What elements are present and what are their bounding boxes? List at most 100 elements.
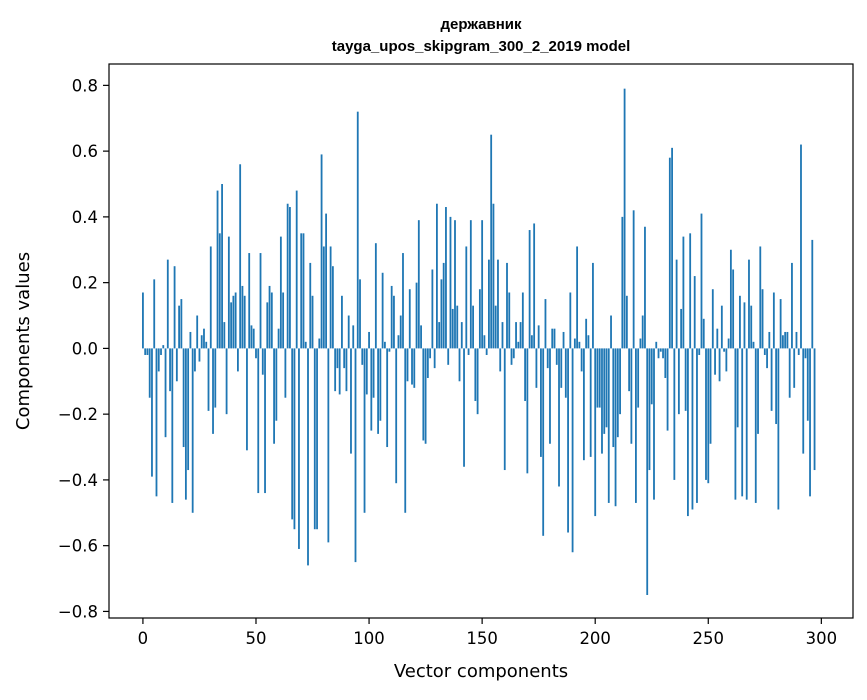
bar <box>729 249 732 349</box>
bar <box>187 348 190 471</box>
bar <box>616 348 619 438</box>
bar <box>449 216 452 349</box>
bar <box>243 295 246 349</box>
bar <box>291 348 294 520</box>
bar <box>173 266 176 349</box>
bar <box>273 348 275 444</box>
bar <box>711 289 714 349</box>
bar <box>352 325 355 349</box>
bar <box>720 305 723 349</box>
bar <box>381 272 384 349</box>
x-tick-label: 50 <box>245 629 266 648</box>
bar <box>252 328 255 349</box>
bar <box>189 331 192 349</box>
bar <box>395 348 398 484</box>
bar <box>270 292 273 349</box>
bar <box>350 348 352 454</box>
bar <box>551 328 554 349</box>
bar <box>377 348 380 434</box>
bar <box>404 348 407 513</box>
bar <box>175 348 178 382</box>
bar <box>680 308 683 349</box>
bar <box>257 348 260 494</box>
bar <box>533 223 536 349</box>
bar <box>142 292 144 349</box>
x-tick-label: 300 <box>806 629 838 648</box>
bar <box>791 262 793 349</box>
y-tick-label: −0.2 <box>58 405 98 424</box>
bar <box>650 348 653 405</box>
bar <box>707 348 710 484</box>
bar <box>766 348 768 369</box>
bar <box>788 348 791 398</box>
bar <box>237 348 239 372</box>
y-tick-label: 0.2 <box>72 274 98 293</box>
bar <box>383 341 386 349</box>
bar <box>754 348 757 503</box>
bar <box>232 295 235 349</box>
bar <box>248 253 251 349</box>
bar <box>653 348 655 500</box>
bar <box>553 328 556 349</box>
bar <box>472 305 474 349</box>
bar <box>632 210 635 349</box>
bar <box>345 348 348 392</box>
bar <box>275 348 278 421</box>
bar <box>225 348 228 415</box>
bar <box>607 348 610 503</box>
bar <box>372 348 375 398</box>
bar <box>424 348 427 444</box>
bar <box>264 348 266 494</box>
y-tick-label: −0.4 <box>58 471 98 490</box>
bar <box>341 295 343 349</box>
bar <box>698 348 701 355</box>
x-tick-label: 0 <box>138 629 149 648</box>
bar <box>648 348 651 471</box>
bar <box>549 348 551 444</box>
bar <box>295 190 298 349</box>
bar <box>569 292 572 349</box>
bar <box>598 348 601 408</box>
bar <box>388 348 391 352</box>
bar <box>302 233 305 349</box>
bar <box>594 348 597 517</box>
bar <box>793 348 796 388</box>
bar <box>255 348 257 359</box>
bar <box>501 322 504 349</box>
bar <box>184 348 187 500</box>
plot-area-frame <box>108 63 854 619</box>
bar <box>530 335 533 349</box>
bar <box>763 348 766 355</box>
bar <box>218 233 221 349</box>
bar <box>515 322 517 349</box>
bar <box>732 269 735 349</box>
bar <box>447 348 450 365</box>
bar <box>687 348 689 517</box>
bar <box>811 239 814 349</box>
bar <box>580 348 583 372</box>
bar <box>368 331 370 349</box>
bar <box>497 259 499 349</box>
bar <box>198 348 201 362</box>
bar <box>521 292 524 349</box>
bar <box>745 348 748 500</box>
bar <box>230 302 233 349</box>
bar <box>356 111 359 349</box>
bar <box>223 322 226 349</box>
bar <box>560 348 563 388</box>
bar <box>659 348 662 352</box>
bar <box>510 348 513 365</box>
bar <box>370 348 373 431</box>
bar <box>646 348 649 595</box>
bar <box>442 262 445 349</box>
bar <box>166 259 169 349</box>
x-tick-label: 200 <box>579 629 611 648</box>
y-axis-label: Components values <box>13 252 34 430</box>
bar <box>671 147 673 349</box>
bar <box>573 338 576 349</box>
bar <box>160 348 162 355</box>
x-tick-label: 100 <box>353 629 385 648</box>
bar <box>508 292 511 349</box>
bar <box>196 315 199 349</box>
bar <box>700 213 703 349</box>
